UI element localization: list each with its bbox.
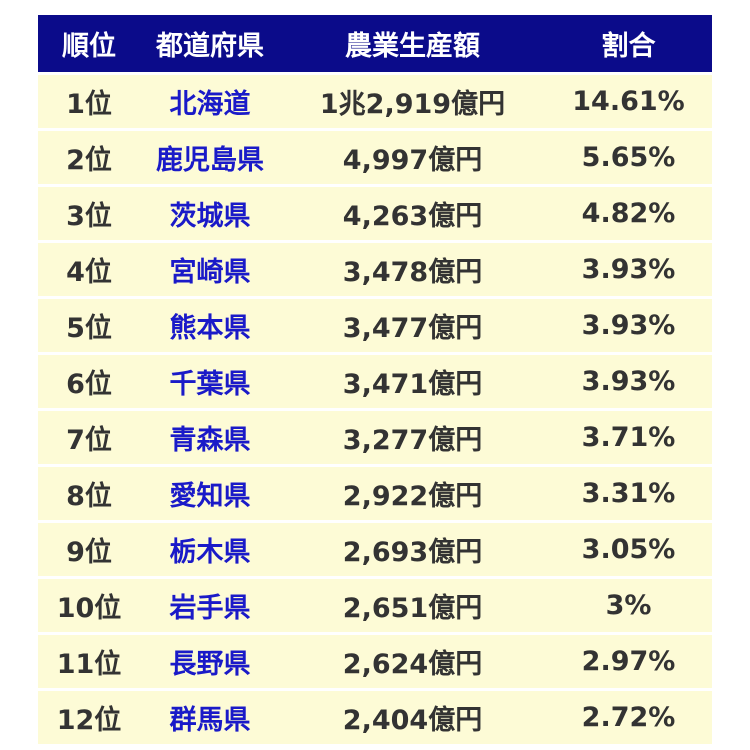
rank-cell: 4位 <box>38 240 140 298</box>
rank-cell: 8位 <box>38 464 140 522</box>
share-cell: 2.97% <box>545 632 712 690</box>
prefecture-cell: 千葉県 <box>140 352 280 410</box>
table-row: 7位 青森県 3,277億円 3.71% <box>38 408 712 466</box>
production-value-cell: 2,404億円 <box>280 688 545 744</box>
share-cell: 3% <box>545 576 712 634</box>
production-value-cell: 3,477億円 <box>280 296 545 354</box>
share-cell: 3.05% <box>545 520 712 578</box>
rank-cell: 11位 <box>38 632 140 690</box>
rank-cell: 6位 <box>38 352 140 410</box>
ranking-table: 順位 都道府県 農業生産額 割合 1位 北海道 1兆2,919億円 14.61% 2位 鹿児島県… <box>38 15 712 744</box>
production-value-cell: 3,478億円 <box>280 240 545 298</box>
table-row: 9位 栃木県 2,693億円 3.05% <box>38 520 712 578</box>
rank-cell: 5位 <box>38 296 140 354</box>
header-cell: 農業生産額 <box>280 15 545 74</box>
table-row: 2位 鹿児島県 4,997億円 5.65% <box>38 128 712 186</box>
table-row: 3位 茨城県 4,263億円 4.82% <box>38 184 712 242</box>
rank-cell: 2位 <box>38 128 140 186</box>
prefecture-cell: 愛知県 <box>140 464 280 522</box>
prefecture-cell: 鹿児島県 <box>140 128 280 186</box>
table-row: 11位 長野県 2,624億円 2.97% <box>38 632 712 690</box>
prefecture-cell: 栃木県 <box>140 520 280 578</box>
table-container: 順位 都道府県 農業生産額 割合 1位 北海道 1兆2,919億円 14.61% 2位 鹿児島県… <box>38 15 712 744</box>
prefecture-cell: 茨城県 <box>140 184 280 242</box>
production-value-cell: 2,624億円 <box>280 632 545 690</box>
production-value-cell: 4,997億円 <box>280 128 545 186</box>
production-value-cell: 2,693億円 <box>280 520 545 578</box>
rank-cell: 12位 <box>38 688 140 744</box>
share-cell: 3.93% <box>545 240 712 298</box>
table-row: 10位 岩手県 2,651億円 3% <box>38 576 712 634</box>
production-value-cell: 3,471億円 <box>280 352 545 410</box>
production-value-cell: 2,922億円 <box>280 464 545 522</box>
prefecture-cell: 岩手県 <box>140 576 280 634</box>
share-cell: 3.71% <box>545 408 712 466</box>
table-row: 5位 熊本県 3,477億円 3.93% <box>38 296 712 354</box>
share-cell: 3.93% <box>545 296 712 354</box>
header-cell: 順位 <box>38 15 140 74</box>
rank-cell: 3位 <box>38 184 140 242</box>
share-cell: 4.82% <box>545 184 712 242</box>
prefecture-cell: 青森県 <box>140 408 280 466</box>
prefecture-cell: 長野県 <box>140 632 280 690</box>
table-row: 1位 北海道 1兆2,919億円 14.61% <box>38 72 712 130</box>
share-cell: 14.61% <box>545 72 712 130</box>
share-cell: 3.93% <box>545 352 712 410</box>
share-cell: 3.31% <box>545 464 712 522</box>
table-row: 8位 愛知県 2,922億円 3.31% <box>38 464 712 522</box>
production-value-cell: 1兆2,919億円 <box>280 72 545 130</box>
table-row: 4位 宮崎県 3,478億円 3.93% <box>38 240 712 298</box>
header-cell: 割合 <box>545 15 712 74</box>
share-cell: 2.72% <box>545 688 712 744</box>
header-row: 順位 都道府県 農業生産額 割合 <box>38 15 712 74</box>
prefecture-cell: 熊本県 <box>140 296 280 354</box>
table-row: 12位 群馬県 2,404億円 2.72% <box>38 688 712 744</box>
header-cell: 都道府県 <box>140 15 280 74</box>
share-cell: 5.65% <box>545 128 712 186</box>
prefecture-cell: 宮崎県 <box>140 240 280 298</box>
prefecture-cell: 群馬県 <box>140 688 280 744</box>
production-value-cell: 4,263億円 <box>280 184 545 242</box>
production-value-cell: 3,277億円 <box>280 408 545 466</box>
rank-cell: 7位 <box>38 408 140 466</box>
production-value-cell: 2,651億円 <box>280 576 545 634</box>
prefecture-cell: 北海道 <box>140 72 280 130</box>
rank-cell: 10位 <box>38 576 140 634</box>
rank-cell: 9位 <box>38 520 140 578</box>
rank-cell: 1位 <box>38 72 140 130</box>
table-row: 6位 千葉県 3,471億円 3.93% <box>38 352 712 410</box>
